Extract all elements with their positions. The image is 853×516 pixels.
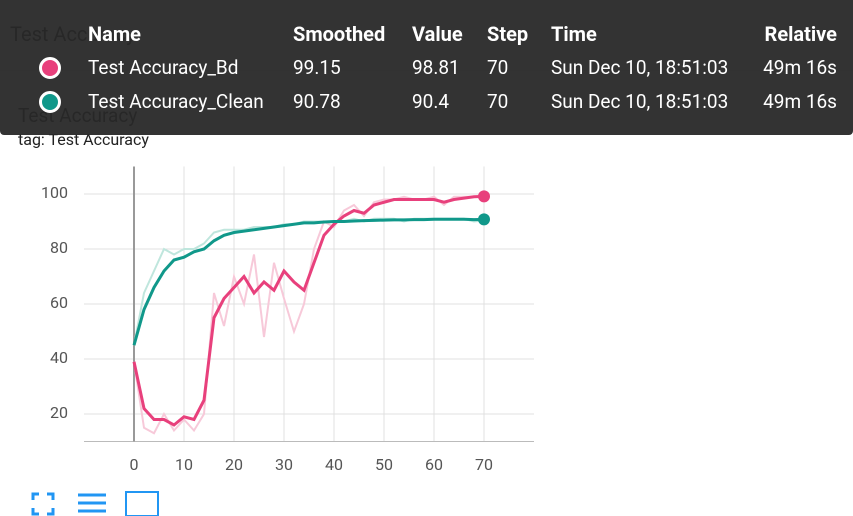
cell: Test Accuracy_Clean <box>88 90 264 113</box>
x-tick-label: 40 <box>325 455 343 474</box>
x-tick-label: 60 <box>425 455 443 474</box>
smoothed-line <box>132 194 485 427</box>
x-tick-label: 10 <box>175 455 193 474</box>
series-dot <box>39 91 61 113</box>
column-header: Relative <box>764 22 837 46</box>
cell: Sun Dec 10, 18:51:03 <box>551 56 729 79</box>
fullscreen-icon[interactable] <box>31 492 55 516</box>
column-header: Name <box>88 22 141 46</box>
column-header: Smoothed <box>293 22 386 46</box>
cell: 49m 16s <box>763 56 837 79</box>
cell: 49m 16s <box>763 90 837 113</box>
column-header: Time <box>551 22 597 46</box>
y-tick-label: 80 <box>50 238 68 257</box>
cell: 70 <box>487 56 509 79</box>
series-dot <box>39 57 61 79</box>
cell: Sun Dec 10, 18:51:03 <box>551 90 729 113</box>
smoothed-line <box>132 217 485 346</box>
cell: Test Accuracy_Bd <box>88 56 239 79</box>
cell: 70 <box>487 90 509 113</box>
tooltip: Name Smoothed Value Step Time Relative Test Ac… <box>0 0 853 135</box>
x-tick-label: 20 <box>225 455 243 474</box>
cell: 90.4 <box>412 90 450 113</box>
cell: 99.15 <box>293 56 341 79</box>
x-tick-label: 0 <box>130 455 139 474</box>
cell: 90.78 <box>293 90 341 113</box>
y-tick-label: 40 <box>50 348 68 367</box>
legend-icon[interactable] <box>78 493 106 513</box>
fit-icon[interactable] <box>125 491 159 516</box>
cell: 98.81 <box>412 56 460 79</box>
y-tick-label: 100 <box>41 183 68 202</box>
x-tick-label: 70 <box>475 455 493 474</box>
x-tick-label: 50 <box>375 455 393 474</box>
toolbar[interactable] <box>31 491 159 516</box>
raw-line <box>133 195 485 435</box>
end-marker <box>478 213 490 226</box>
column-header: Step <box>487 22 529 46</box>
x-tick-label: 30 <box>275 455 293 474</box>
y-tick-label: 60 <box>50 293 68 312</box>
y-tick-label: 20 <box>50 403 68 422</box>
column-header: Value <box>412 22 463 46</box>
end-marker <box>478 190 490 203</box>
